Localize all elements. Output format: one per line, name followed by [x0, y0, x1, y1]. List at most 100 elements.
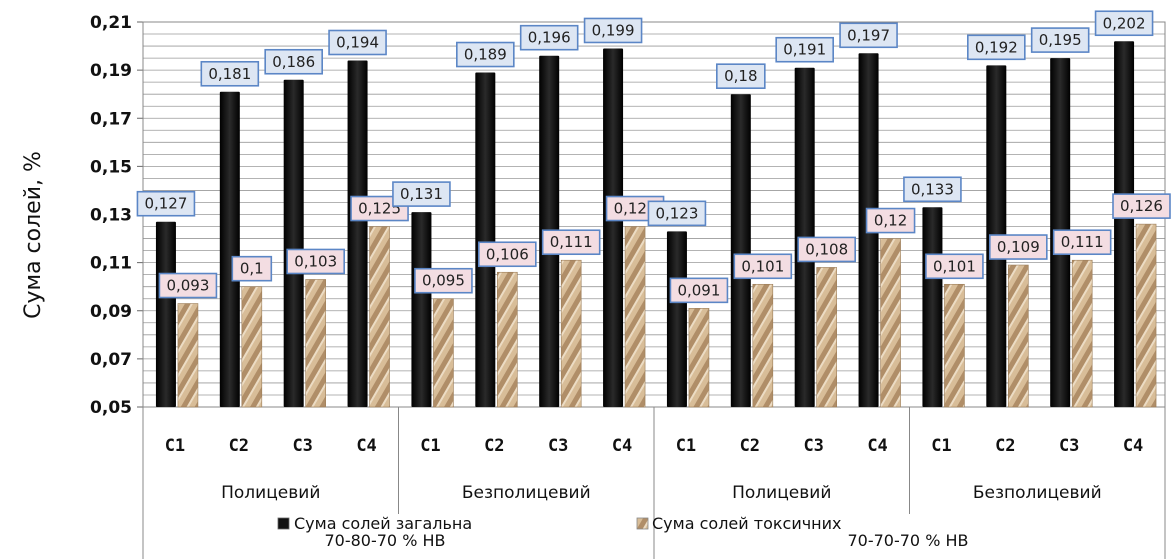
- data-label-series-1-box: [200, 60, 260, 87]
- data-label-series-2-box: [158, 272, 218, 299]
- y-tick-label: 0,09: [90, 302, 132, 322]
- regime-label-2: 70-70-70 % НВ: [847, 531, 968, 550]
- data-label-series-2-box: [865, 207, 916, 234]
- bar-series-2: [241, 286, 263, 408]
- regime-label-1: 70-80-70 % НВ: [324, 531, 445, 550]
- data-label-series-1-box: [647, 200, 707, 227]
- data-label-series-2: 0,103: [294, 252, 337, 270]
- y-tick-label: 0,19: [90, 61, 132, 81]
- data-label-series-1: 0,18: [724, 67, 757, 85]
- data-label-series-2: 0,101: [933, 257, 976, 275]
- bar-series-2: [1071, 259, 1093, 408]
- group-label: Безполицевий: [973, 483, 1102, 503]
- legend-label-series-1: Сума солей загальна: [294, 514, 472, 533]
- data-label-series-1: 0,127: [144, 195, 187, 213]
- data-label-series-2-box: [478, 241, 537, 268]
- data-label-series-1: 0,197: [847, 26, 890, 44]
- data-label-series-2: 0,101: [741, 257, 784, 275]
- y-tick-labels: 0,05 0,07 0,09 0,11 0,13 0,15 0,17 0,19 0,21: [90, 13, 143, 418]
- data-label-series-1-box: [716, 63, 766, 89]
- data-label-series-2: 0,093: [166, 277, 209, 295]
- data-label-series-1: 0,189: [464, 46, 507, 64]
- data-label-series-1: 0,131: [400, 185, 443, 203]
- data-label-series-1: 0,199: [592, 21, 635, 39]
- bar-series-2: [688, 308, 710, 408]
- data-label-series-1: 0,191: [783, 41, 826, 59]
- data-label-series-1: 0,202: [1103, 14, 1146, 32]
- y-tick-label: 0,15: [90, 157, 132, 177]
- bar-series-1: [475, 72, 496, 407]
- bar-series-1: [219, 91, 240, 407]
- data-label-series-2: 0,125: [614, 200, 657, 218]
- data-label-series-1-box: [328, 29, 387, 56]
- data-label-series-1-box: [967, 34, 1026, 61]
- data-label-series-2: 0,126: [1120, 197, 1163, 215]
- category-label: С3: [1059, 436, 1079, 456]
- y-axis-title: Сума солей, %: [21, 151, 46, 319]
- data-label-series-2-box: [1052, 229, 1112, 256]
- category-label: С2: [740, 436, 760, 456]
- bar-series-1: [347, 60, 368, 407]
- bar-series-1: [666, 231, 687, 407]
- bar-series-2: [624, 226, 646, 408]
- data-label-series-1-box: [456, 41, 515, 68]
- bar-series-2: [880, 238, 901, 408]
- data-label-series-1: 0,192: [975, 38, 1018, 56]
- category-label: С4: [867, 436, 887, 456]
- data-label-series-2: 0,108: [805, 240, 848, 258]
- data-label-series-2-box: [414, 267, 473, 294]
- category-label: С2: [229, 436, 249, 456]
- y-tick-label: 0,13: [90, 206, 132, 226]
- data-labels: 0,1270,0930,1810,10,1860,1030,1940,1250,…: [136, 10, 1171, 304]
- data-label-series-2: 0,1: [240, 260, 264, 278]
- category-label: С3: [803, 436, 823, 456]
- bar-series-2: [560, 259, 582, 408]
- category-label: С1: [676, 436, 696, 456]
- data-label-series-2: 0,111: [550, 233, 593, 251]
- data-label-series-2-box: [797, 236, 856, 263]
- category-label: С1: [165, 436, 185, 456]
- legend-swatch-series-2: [636, 517, 649, 530]
- data-label-series-2: 0,095: [422, 272, 465, 290]
- data-label-series-2-box: [1112, 193, 1171, 219]
- data-label-series-2: 0,12: [874, 212, 907, 230]
- bar-series-1: [155, 221, 176, 407]
- y-tick-label: 0,21: [90, 13, 132, 33]
- data-label-series-2-box: [541, 229, 601, 256]
- category-label: С3: [292, 436, 312, 456]
- bar-series-2: [1008, 264, 1029, 408]
- category-label: С3: [548, 436, 568, 456]
- y-tick-label: 0,05: [90, 398, 132, 418]
- data-label-series-1-box: [583, 17, 643, 44]
- data-label-series-2: 0,109: [997, 238, 1040, 256]
- data-label-series-1: 0,194: [336, 34, 379, 52]
- bar-series-2: [816, 267, 837, 408]
- data-label-series-2: 0,111: [1061, 233, 1104, 251]
- data-label-series-1-box: [264, 48, 323, 75]
- category-label: С4: [1123, 436, 1143, 456]
- bar-series-2: [177, 303, 199, 408]
- bar-series-1: [283, 79, 304, 407]
- category-label: С4: [612, 436, 632, 456]
- bar-series-1: [922, 207, 943, 407]
- bar-series-2: [1135, 223, 1157, 408]
- bar-series-1: [730, 94, 751, 407]
- y-tick-label: 0,17: [90, 109, 132, 129]
- data-label-series-1-box: [903, 176, 962, 203]
- category-label: С1: [931, 436, 951, 456]
- data-label-series-1-box: [1030, 27, 1090, 53]
- data-label-series-1-box: [839, 22, 898, 49]
- data-label-series-2-box: [733, 253, 793, 280]
- bar-series-2: [497, 271, 518, 408]
- y-tick-label: 0,11: [90, 254, 132, 274]
- data-label-series-2-box: [989, 234, 1048, 260]
- bar-series-2: [433, 298, 454, 408]
- bar-series-1: [411, 212, 432, 407]
- data-label-series-2-box: [286, 248, 345, 275]
- data-label-series-2: 0,091: [677, 281, 720, 299]
- group-label: Безполицевий: [462, 483, 591, 503]
- category-label: С2: [484, 436, 504, 456]
- data-label-series-1-box: [519, 24, 579, 51]
- data-label-series-2: 0,106: [486, 245, 529, 263]
